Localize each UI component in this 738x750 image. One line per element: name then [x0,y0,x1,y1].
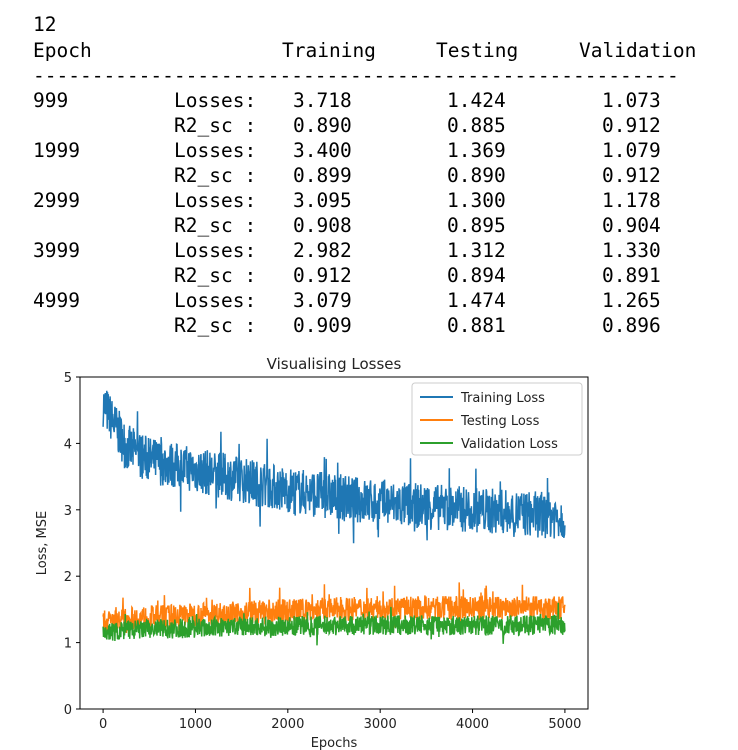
row-label: Losses: [174,139,257,162]
y-tick-label: 4 [64,437,72,452]
row-training: 0.890 [293,114,352,137]
separator-line: ----------------------------------------… [33,64,679,87]
legend-box [411,382,583,456]
row-training: 0.909 [293,314,352,337]
y-axis-label: Loss, MSE [35,511,50,575]
x-axis-label: Epochs [311,736,358,750]
row-training: 0.908 [293,214,352,237]
row-validation: 0.891 [602,264,661,287]
row-validation: 1.079 [602,139,661,162]
row-validation: 1.330 [602,239,661,262]
row-validation: 1.178 [602,189,661,212]
row-label: R2_sc : [174,314,257,337]
row-label: R2_sc : [174,264,257,287]
row-testing: 1.474 [447,289,506,312]
series-line-validation-loss [102,602,566,646]
row-validation: 0.896 [602,314,661,337]
row-testing: 1.369 [447,139,506,162]
header-epoch: Epoch [33,39,92,62]
y-tick-label: 5 [64,371,72,386]
row-training: 3.718 [293,89,352,112]
loss-chart: 0 1000 2000 3000 4000 5000 0 1 2 3 4 5 Visualising L… [35,355,589,750]
header-training: Training [282,39,376,62]
row-testing: 1.312 [447,239,506,262]
x-tick-label: 3000 [364,717,397,732]
row-validation: 0.912 [602,114,661,137]
row-label: Losses: [174,89,257,112]
series-line-testing-loss [102,582,566,637]
legend-label: Validation Loss [461,437,558,452]
row-validation: 1.073 [602,89,661,112]
row-epoch: 2999 [33,189,80,212]
row-testing: 0.890 [447,164,506,187]
x-tick-label: 5000 [548,717,581,732]
row-validation: 0.904 [602,214,661,237]
row-epoch: 1999 [33,139,80,162]
series-line-training-loss [102,390,566,544]
row-training: 3.095 [293,189,352,212]
row-epoch: 4999 [33,289,80,312]
header-validation: Validation [579,39,697,62]
row-label: R2_sc : [174,114,257,137]
row-epoch: 999 [33,89,69,112]
output-first-line: 12 [33,13,57,36]
y-tick-label: 2 [64,570,72,585]
row-testing: 1.300 [447,189,506,212]
row-label: Losses: [174,289,257,312]
row-training: 3.400 [293,139,352,162]
y-tick-label: 0 [64,703,72,718]
y-tick-label: 3 [64,504,72,519]
legend-label: Training Loss [460,391,545,406]
chart-title: Visualising Losses [267,355,402,373]
row-epoch: 3999 [33,239,80,262]
row-testing: 0.894 [447,264,506,287]
row-testing: 1.424 [447,89,506,112]
x-tick-label: 1000 [179,717,212,732]
row-testing: 0.885 [447,114,506,137]
row-training: 3.079 [293,289,352,312]
row-label: Losses: [174,189,257,212]
header-testing: Testing [436,39,519,62]
x-tick-label: 4000 [456,717,489,732]
row-label: Losses: [174,239,257,262]
row-label: R2_sc : [174,164,257,187]
row-validation: 0.912 [602,164,661,187]
row-validation: 1.265 [602,289,661,312]
x-tick-label: 0 [99,717,107,732]
row-testing: 0.881 [447,314,506,337]
row-training: 2.982 [293,239,352,262]
legend-label: Testing Loss [460,414,540,429]
row-testing: 0.895 [447,214,506,237]
row-training: 0.899 [293,164,352,187]
row-label: R2_sc : [174,214,257,237]
axes-frame [79,376,589,710]
y-tick-label: 1 [64,637,72,652]
row-training: 0.912 [293,264,352,287]
x-tick-label: 2000 [271,717,304,732]
